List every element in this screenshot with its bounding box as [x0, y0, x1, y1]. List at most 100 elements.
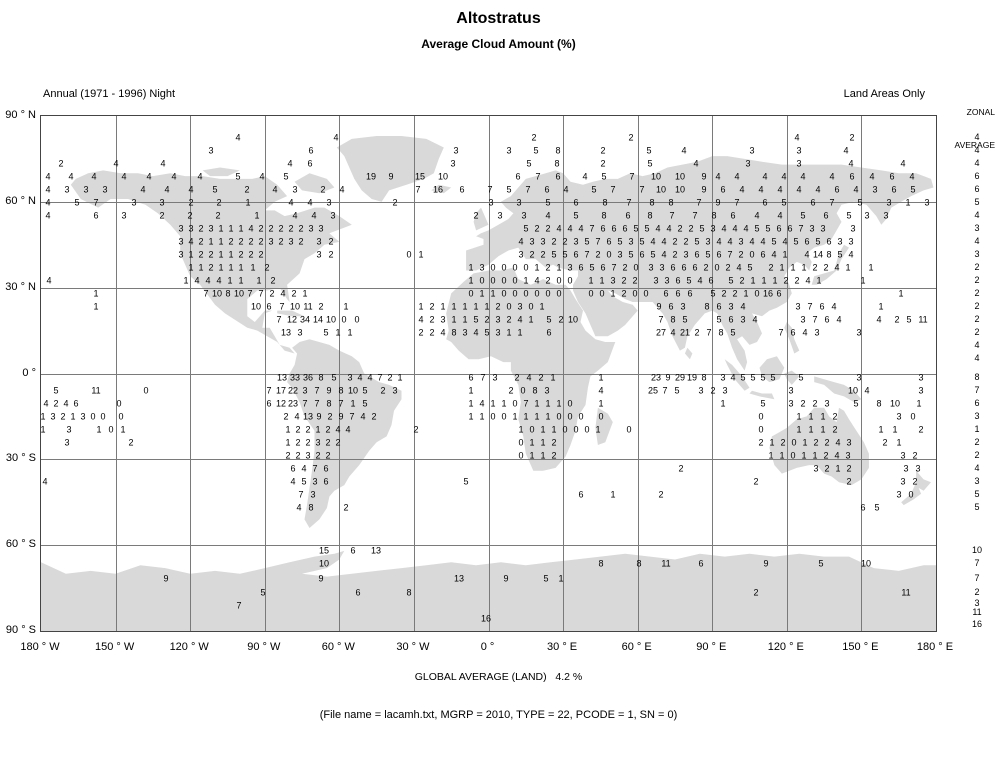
cloud-amount-value: 3	[316, 249, 322, 260]
cloud-amount-value: 5	[730, 327, 736, 338]
cloud-amount-value: 2	[832, 411, 838, 422]
cloud-amount-value: 5	[551, 249, 557, 260]
cloud-amount-value: 2	[823, 262, 829, 273]
cloud-amount-value: 2	[600, 158, 606, 169]
cloud-amount-value: 2	[506, 314, 512, 325]
cloud-amount-value: 6	[804, 236, 810, 247]
cloud-amount-value: 5	[362, 398, 368, 409]
cloud-amount-value: 2	[53, 398, 59, 409]
cloud-amount-value: 3	[698, 385, 704, 396]
cloud-amount-value: 5	[562, 249, 568, 260]
cloud-amount-value: 1	[529, 450, 535, 461]
cloud-amount-value: 2	[672, 236, 678, 247]
cloud-amount-value: 5	[589, 262, 595, 273]
cloud-amount-value: 3	[900, 476, 906, 487]
cloud-amount-value: 5	[573, 210, 579, 221]
cloud-amount-value: 10	[889, 398, 901, 409]
cloud-amount-value: 9	[318, 573, 324, 584]
cloud-amount-value: 2	[551, 236, 557, 247]
cloud-amount-value: 8	[670, 314, 676, 325]
cloud-amount-value: 4	[721, 223, 727, 234]
cloud-amount-value: 3	[492, 372, 498, 383]
cloud-amount-value: 4	[758, 184, 764, 195]
cloud-amount-value: 1	[440, 301, 446, 312]
cloud-amount-value: 2	[187, 210, 193, 221]
cloud-amount-value: 4	[730, 372, 736, 383]
cloud-amount-value: 4	[45, 210, 51, 221]
cloud-amount-value: 12	[275, 398, 287, 409]
cloud-amount-value: 1	[916, 398, 922, 409]
cloud-amount-value: 3	[900, 450, 906, 461]
cloud-amount-value: 6	[681, 262, 687, 273]
longitude-axis-label: 30 ° E	[547, 641, 578, 653]
cloud-amount-value: 1	[779, 262, 785, 273]
zonal-average-value: 4	[974, 145, 980, 155]
cloud-amount-value: 2	[60, 411, 66, 422]
cloud-amount-value: 3	[924, 197, 930, 208]
cloud-amount-value: 5	[910, 184, 916, 195]
cloud-amount-value: 1	[801, 450, 807, 461]
cloud-amount-value: 2	[918, 424, 924, 435]
cloud-amount-value: 0	[512, 398, 518, 409]
cloud-amount-value: 2	[305, 437, 311, 448]
cloud-amount-value: 4	[205, 275, 211, 286]
cloud-amount-value: 4	[796, 184, 802, 195]
cloud-amount-value: 6	[266, 301, 272, 312]
cloud-amount-value: 1	[540, 450, 546, 461]
cloud-amount-value: 3	[745, 158, 751, 169]
cloud-amount-value: 5	[74, 197, 80, 208]
cloud-amount-value: 17	[275, 385, 287, 396]
cloud-amount-value: 4	[848, 158, 854, 169]
zonal-average-value: 4	[974, 132, 980, 142]
cloud-amount-value: 3	[208, 223, 214, 234]
cloud-amount-value: 9	[763, 558, 769, 569]
cloud-amount-value: 8	[451, 327, 457, 338]
cloud-amount-value: 9	[656, 301, 662, 312]
cloud-amount-value: 9	[701, 184, 707, 195]
cloud-amount-value: 3	[66, 424, 72, 435]
cloud-amount-value: 2	[258, 249, 264, 260]
cloud-amount-value: 1	[518, 424, 524, 435]
cloud-amount-value: 2	[710, 385, 716, 396]
cloud-amount-value: 0	[523, 262, 529, 273]
cloud-amount-value: 2	[228, 236, 234, 247]
cloud-amount-value: 5	[874, 502, 880, 513]
cloud-amount-value: 7	[829, 197, 835, 208]
cloud-amount-value: 6	[639, 249, 645, 260]
cloud-amount-value: 1	[528, 314, 534, 325]
cloud-amount-value: 4	[864, 385, 870, 396]
cloud-amount-value: 1	[898, 288, 904, 299]
cloud-amount-value: 13	[302, 411, 314, 422]
cloud-amount-value: 1	[250, 262, 256, 273]
cloud-amount-value: 1	[779, 450, 785, 461]
cloud-amount-value: 5	[235, 171, 241, 182]
cloud-amount-value: 0	[501, 262, 507, 273]
cloud-amount-value: 4	[146, 171, 152, 182]
cloud-amount-value: 9	[715, 197, 721, 208]
cloud-amount-value: 1	[227, 275, 233, 286]
latitude-axis-label: 90 ° N	[5, 109, 36, 121]
cloud-amount-value: 2	[768, 262, 774, 273]
cloud-amount-value: 0	[567, 411, 573, 422]
cloud-amount-value: 3	[918, 385, 924, 396]
cloud-amount-value: 3	[479, 262, 485, 273]
cloud-amount-value: 0	[490, 262, 496, 273]
cloud-amount-value: 2	[278, 223, 284, 234]
cloud-amount-value: 3	[845, 450, 851, 461]
cloud-amount-value: 3	[188, 223, 194, 234]
cloud-amount-value: 3	[795, 301, 801, 312]
cloud-amount-value: 6	[600, 223, 606, 234]
cloud-amount-value: 4	[197, 171, 203, 182]
cloud-amount-value: 1	[801, 262, 807, 273]
cloud-amount-value: 8	[555, 145, 561, 156]
cloud-amount-value: 2	[371, 411, 377, 422]
cloud-amount-value: 4	[288, 197, 294, 208]
cloud-amount-value: 3	[738, 236, 744, 247]
cloud-amount-value: 1	[302, 288, 308, 299]
cloud-amount-value: 1	[40, 411, 46, 422]
cloud-amount-value: 2	[703, 262, 709, 273]
cloud-amount-value: 2	[725, 262, 731, 273]
cloud-amount-value: 5	[747, 262, 753, 273]
cloud-amount-value: 23	[650, 372, 662, 383]
latitude-grid-line	[41, 373, 936, 375]
